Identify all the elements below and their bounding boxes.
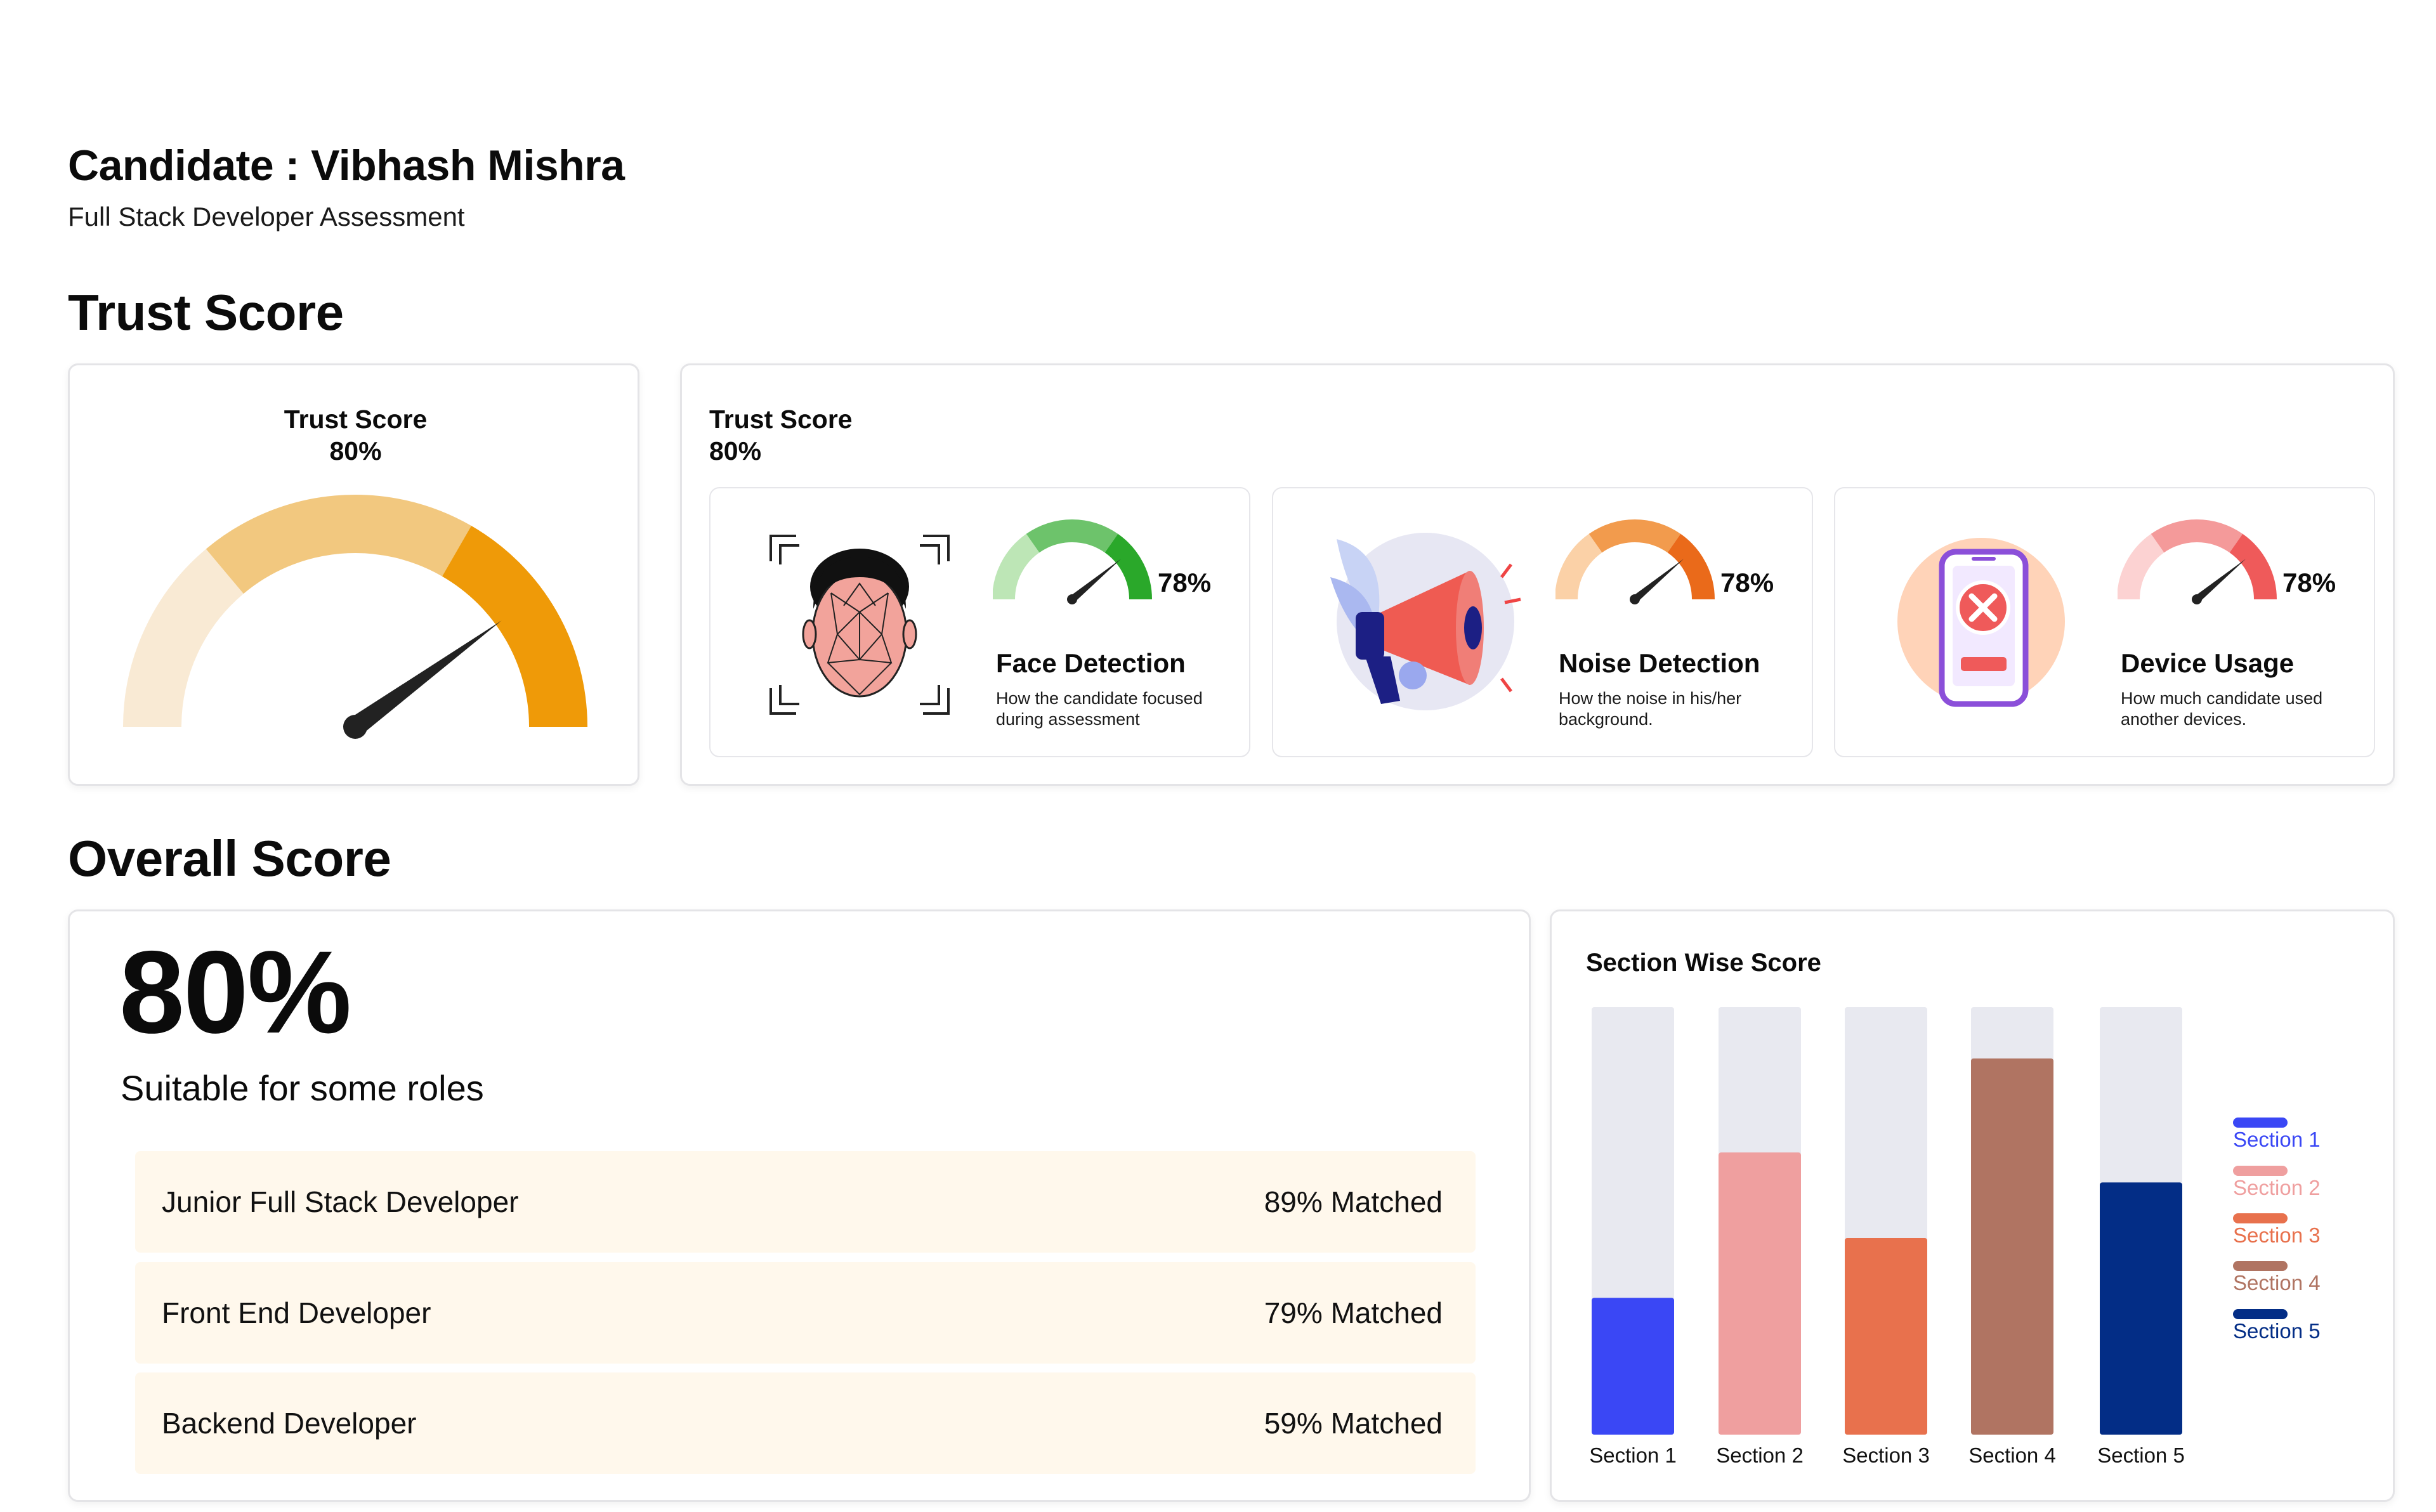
device-usage-title: Device Usage <box>2121 648 2295 678</box>
gauge-segment <box>1555 533 1602 600</box>
gauge-segment <box>206 495 471 594</box>
gauge-hub <box>1630 594 1640 604</box>
gauge-needle <box>1070 559 1122 603</box>
legend-swatch <box>2233 1118 2288 1128</box>
bar-tick-label: Section 5 <box>2097 1444 2185 1467</box>
legend-label: Section 2 <box>2233 1176 2321 1199</box>
bar-tick-label: Section 2 <box>1716 1444 1804 1467</box>
legend-swatch <box>2233 1309 2288 1319</box>
bar-1 <box>1592 1298 1674 1435</box>
trust-gauge-value: 80% <box>329 436 382 466</box>
legend-label: Section 4 <box>2233 1271 2321 1294</box>
gauge-hub <box>343 715 367 739</box>
gauge-hub <box>1067 594 1077 604</box>
gauge-needle <box>349 620 502 735</box>
noise-gauge <box>1555 519 1715 604</box>
noise-detection-value: 78% <box>1720 568 1774 597</box>
role-match: 79% Matched <box>1264 1296 1443 1329</box>
trust-gauge-card: Trust Score 80% <box>68 363 639 786</box>
section-bar-chart <box>1592 1007 2182 1435</box>
assessment-subtitle: Full Stack Developer Assessment <box>68 202 465 231</box>
gauge-segment <box>2151 519 2243 553</box>
trust-detail-label: Trust Score <box>709 405 853 434</box>
legend-swatch <box>2233 1261 2288 1271</box>
legend-swatch <box>2233 1213 2288 1223</box>
phone-blocked-icon <box>1897 538 2065 707</box>
role-row-junior-full-stack[interactable]: Junior Full Stack Developer 89% Matched <box>135 1151 1476 1253</box>
device-usage-card: 78% Device Usage How much candidate used… <box>1834 487 2375 757</box>
gauge-hub <box>2192 594 2202 604</box>
face-detection-desc: How the candidate focused during assessm… <box>996 689 1203 729</box>
overall-score-heading: Overall Score <box>68 830 391 887</box>
noise-detection-desc: How the noise in his/her background. <box>1559 689 1742 729</box>
noise-detection-title: Noise Detection <box>1559 648 1760 678</box>
gauge-segment <box>1588 519 1681 553</box>
gauge-segment <box>1026 519 1118 553</box>
gauge-segment <box>123 549 244 727</box>
gauge-segment <box>1667 533 1715 600</box>
face-detection-value: 78% <box>1158 568 1212 597</box>
legend-swatch <box>2233 1166 2288 1176</box>
role-row-backend[interactable]: Backend Developer 59% Matched <box>135 1372 1476 1474</box>
face-detection-title: Face Detection <box>996 648 1186 678</box>
trust-score-heading: Trust Score <box>68 284 344 341</box>
bar-2 <box>1719 1152 1801 1435</box>
gauge-needle <box>2194 559 2246 603</box>
device-usage-value: 78% <box>2282 568 2336 597</box>
face-detection-card: 78% Face Detection How the candidate foc… <box>709 487 1250 757</box>
gauge-segment <box>993 533 1040 600</box>
gauge-needle <box>1632 559 1684 603</box>
noise-detection-card: 78% Noise Detection How the noise in his… <box>1272 487 1813 757</box>
face-gauge <box>993 519 1152 604</box>
legend-label: Section 1 <box>2233 1128 2321 1151</box>
bar-5 <box>2100 1182 2182 1435</box>
bar-tick-label: Section 3 <box>1842 1444 1930 1467</box>
gauge-segment <box>442 526 587 727</box>
gauge-segment <box>1104 533 1152 600</box>
device-usage-desc: How much candidate used another devices. <box>2121 689 2323 729</box>
overall-score-value: 80% <box>119 927 351 1058</box>
chart-title: Section Wise Score <box>1586 949 1821 977</box>
device-gauge <box>2118 519 2277 604</box>
gauge-segment <box>2229 533 2277 600</box>
overall-verdict: Suitable for some roles <box>121 1068 484 1108</box>
candidate-title: Candidate : Vibhash Mishra <box>68 141 625 190</box>
role-name: Backend Developer <box>162 1407 417 1440</box>
trust-detail-card: Trust Score 80% 78% Face Detection How t… <box>680 363 2395 786</box>
face-scan-icon <box>769 535 950 715</box>
bar-3 <box>1845 1237 1927 1435</box>
legend-label: Section 5 <box>2233 1319 2321 1343</box>
trust-gauge-label: Trust Score <box>284 405 428 434</box>
role-match: 89% Matched <box>1264 1185 1443 1218</box>
gauge-segment <box>2118 533 2164 600</box>
role-match: 59% Matched <box>1264 1407 1443 1440</box>
role-row-front-end[interactable]: Front End Developer 79% Matched <box>135 1262 1476 1364</box>
bar-4 <box>1971 1058 2053 1435</box>
role-name: Junior Full Stack Developer <box>162 1185 519 1218</box>
bar-tick-label: Section 4 <box>1968 1444 2056 1467</box>
bar-tick-label: Section 1 <box>1589 1444 1677 1467</box>
role-name: Front End Developer <box>162 1296 431 1329</box>
trust-detail-value: 80% <box>709 436 762 466</box>
trust-gauge <box>123 495 587 739</box>
legend-label: Section 3 <box>2233 1223 2321 1247</box>
megaphone-icon <box>1330 533 1521 710</box>
